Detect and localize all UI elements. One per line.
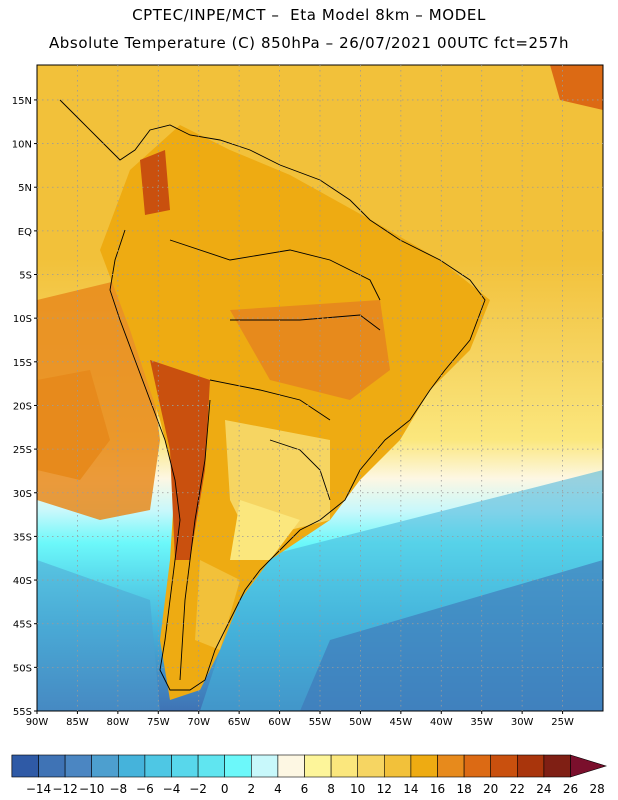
lat-tick-label: 5N	[18, 183, 32, 194]
latitude-labels: 15N 10N 5N EQ 5S 10S 15S 20S 25S 30S 35S 40S 45S 50S 5…	[12, 96, 37, 718]
lat-tick-label: 50S	[13, 663, 32, 674]
lon-tick-label: 70W	[187, 717, 210, 728]
colorbar-label: −14	[26, 782, 51, 796]
colorbar-box	[64, 754, 92, 778]
colorbar-box	[171, 754, 199, 778]
colorbar-box	[463, 754, 492, 778]
lon-tick-label: 60W	[268, 717, 291, 728]
colorbar-box	[118, 754, 146, 778]
lat-tick-label: 25S	[13, 445, 32, 456]
lon-tick-label: 35W	[470, 717, 493, 728]
colorbar-label: −8	[109, 782, 127, 796]
lon-tick-label: 65W	[228, 717, 251, 728]
colorbar-label: 12	[377, 782, 392, 796]
colorbar-label: −2	[189, 782, 207, 796]
lat-tick-label: 15N	[12, 96, 32, 107]
colorbar-label: 10	[350, 782, 365, 796]
lat-tick-label: 55S	[13, 707, 32, 718]
longitude-labels: 90W 85W 80W 75W 70W 65W 60W 55W 50W 45W 40W 35W 30W 2…	[26, 711, 574, 728]
lat-tick-label: 15S	[13, 358, 32, 369]
colorbar-box	[38, 754, 66, 778]
colorbar-label: −12	[52, 782, 77, 796]
lat-tick-label: 5S	[19, 271, 32, 282]
colorbar-labels: −14 −12 −10 −8 −6 −4 −2 0 2 4 6 8 10 12 14 16 18 20 22 24 26…	[26, 782, 605, 796]
lon-tick-label: 25W	[551, 717, 574, 728]
lon-tick-label: 55W	[309, 717, 332, 728]
coastlines	[59, 99, 486, 691]
colorbar-label: 22	[510, 782, 525, 796]
title-line-2: Absolute Temperature (C) 850hPa – 26/07/…	[48, 34, 570, 52]
colorbar-label: 20	[483, 782, 498, 796]
lon-tick-label: 50W	[349, 717, 372, 728]
colorbar-box	[224, 754, 252, 778]
colorbar-box	[516, 754, 545, 778]
colorbar-box	[437, 754, 465, 778]
colorbar-box	[330, 754, 359, 778]
colorbar-label: 8	[327, 782, 335, 796]
lon-tick-label: 75W	[147, 717, 170, 728]
colorbar-label: −10	[79, 782, 104, 796]
colorbar-label: −6	[136, 782, 154, 796]
colorbar-label: −4	[163, 782, 181, 796]
lat-tick-label: 30S	[13, 489, 32, 500]
lat-tick-label: 10S	[13, 314, 32, 325]
lat-tick-label: 40S	[13, 576, 32, 587]
colorbar-box	[410, 754, 438, 778]
colorbar-box	[251, 754, 279, 778]
lat-tick-label: 20S	[13, 401, 32, 412]
colorbar-box	[543, 754, 571, 778]
colorbar-box	[357, 754, 385, 778]
temperature-field	[37, 65, 603, 711]
colorbar-box	[197, 754, 226, 778]
colorbar-box	[144, 754, 172, 778]
title-line-1: CPTEC/INPE/MCT – Eta Model 8km – MODEL	[132, 6, 486, 24]
colorbar-label: 26	[563, 782, 578, 796]
colorbar-box	[11, 754, 39, 778]
colorbar-box	[277, 754, 305, 778]
lon-tick-label: 45W	[390, 717, 413, 728]
lon-tick-label: 90W	[26, 717, 49, 728]
colorbar-box	[304, 754, 332, 778]
colorbar-label: 18	[456, 782, 471, 796]
lon-tick-label: 80W	[107, 717, 130, 728]
colorbar-label: 28	[589, 782, 604, 796]
lon-tick-label: 40W	[430, 717, 453, 728]
lat-tick-label: 10N	[12, 140, 32, 151]
colorbar-label: 14	[403, 782, 418, 796]
colorbar-box	[383, 754, 412, 778]
colorbar-label: 2	[247, 782, 255, 796]
lat-tick-label: EQ	[18, 227, 32, 238]
colorbar-label: 16	[430, 782, 445, 796]
colorbar-label: 24	[536, 782, 551, 796]
colorbar-label: 0	[221, 782, 229, 796]
lat-tick-label: 35S	[13, 532, 32, 543]
lon-tick-label: 30W	[511, 717, 534, 728]
colorbar-label: 4	[274, 782, 282, 796]
colorbar-box	[490, 754, 518, 778]
colorbar-label: 6	[301, 782, 309, 796]
lat-tick-label: 45S	[13, 620, 32, 631]
lon-tick-label: 85W	[66, 717, 89, 728]
colorbar-box	[91, 754, 119, 778]
colorbar-over-arrow	[570, 754, 608, 778]
colorbar	[11, 754, 608, 778]
